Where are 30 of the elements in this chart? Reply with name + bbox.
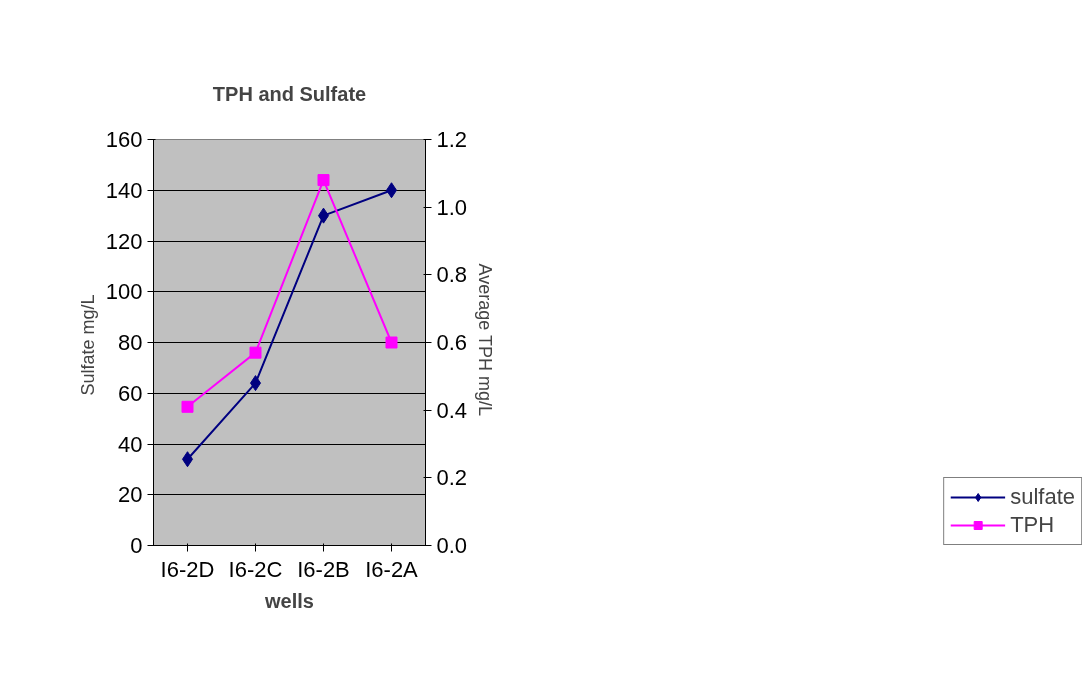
y2-tick-label: 0.4: [436, 397, 468, 423]
y2-tick-label: 0.6: [436, 330, 468, 355]
y-tick-label: 140: [105, 177, 143, 203]
x-tick-label: I6-2B: [297, 556, 350, 582]
y2-tick-label: 0.0: [436, 533, 468, 558]
y2-axis-title: Average TPH mg/L: [475, 263, 496, 417]
y-axis-title: Sulfate mg/L: [77, 294, 98, 396]
x-tick-label: I6-2D: [160, 556, 215, 582]
y-tick-label: 160: [105, 127, 143, 152]
x-axis-title: wells: [264, 589, 314, 612]
point: [249, 346, 262, 359]
point: [317, 174, 330, 187]
point: [181, 400, 194, 413]
legend-label: sulfate: [1010, 484, 1075, 510]
y-tick-label: 60: [118, 380, 143, 406]
y2-tick-label: 1.0: [436, 194, 468, 220]
y-tick-label: 20: [118, 482, 143, 508]
y-tick-label: 120: [105, 228, 143, 254]
y2-tick-label: 1.2: [436, 127, 468, 152]
y-tick-label: 40: [118, 431, 143, 457]
y-tick-label: 80: [118, 330, 143, 355]
legend-label: TPH: [1010, 512, 1055, 538]
y2-tick-label: 0.8: [436, 262, 468, 288]
x-tick-label: I6-2A: [365, 556, 419, 582]
chart-title: TPH and Sulfate: [212, 82, 367, 105]
y-tick-label: 100: [105, 279, 143, 305]
x-tick-label: I6-2C: [228, 556, 283, 582]
point: [385, 336, 398, 349]
y2-tick-label: 0.2: [436, 465, 468, 491]
y-tick-label: 0: [130, 533, 143, 558]
